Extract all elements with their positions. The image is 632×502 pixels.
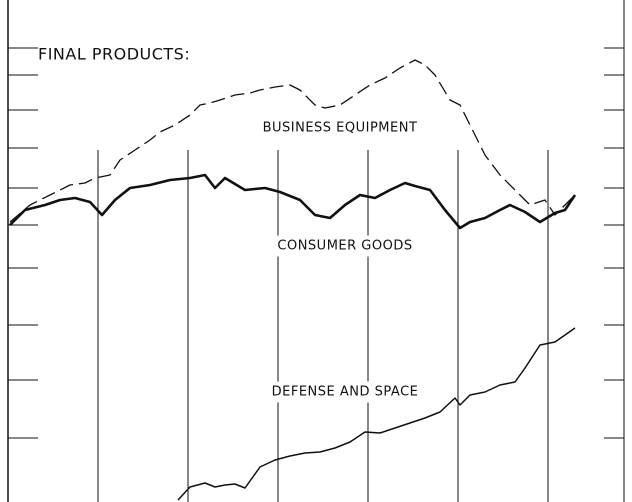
label-background xyxy=(267,381,423,403)
series-line xyxy=(177,327,576,501)
series-line xyxy=(9,59,576,223)
series-line xyxy=(9,173,577,230)
label-background xyxy=(273,235,417,257)
label-background xyxy=(258,117,422,139)
series-label: DEFENSE AND SPACE xyxy=(272,385,419,400)
series-label: CONSUMER GOODS xyxy=(277,239,412,254)
series-label: BUSINESS EQUIPMENT xyxy=(263,121,418,136)
chart-title: FINAL PRODUCTS: xyxy=(38,45,190,64)
